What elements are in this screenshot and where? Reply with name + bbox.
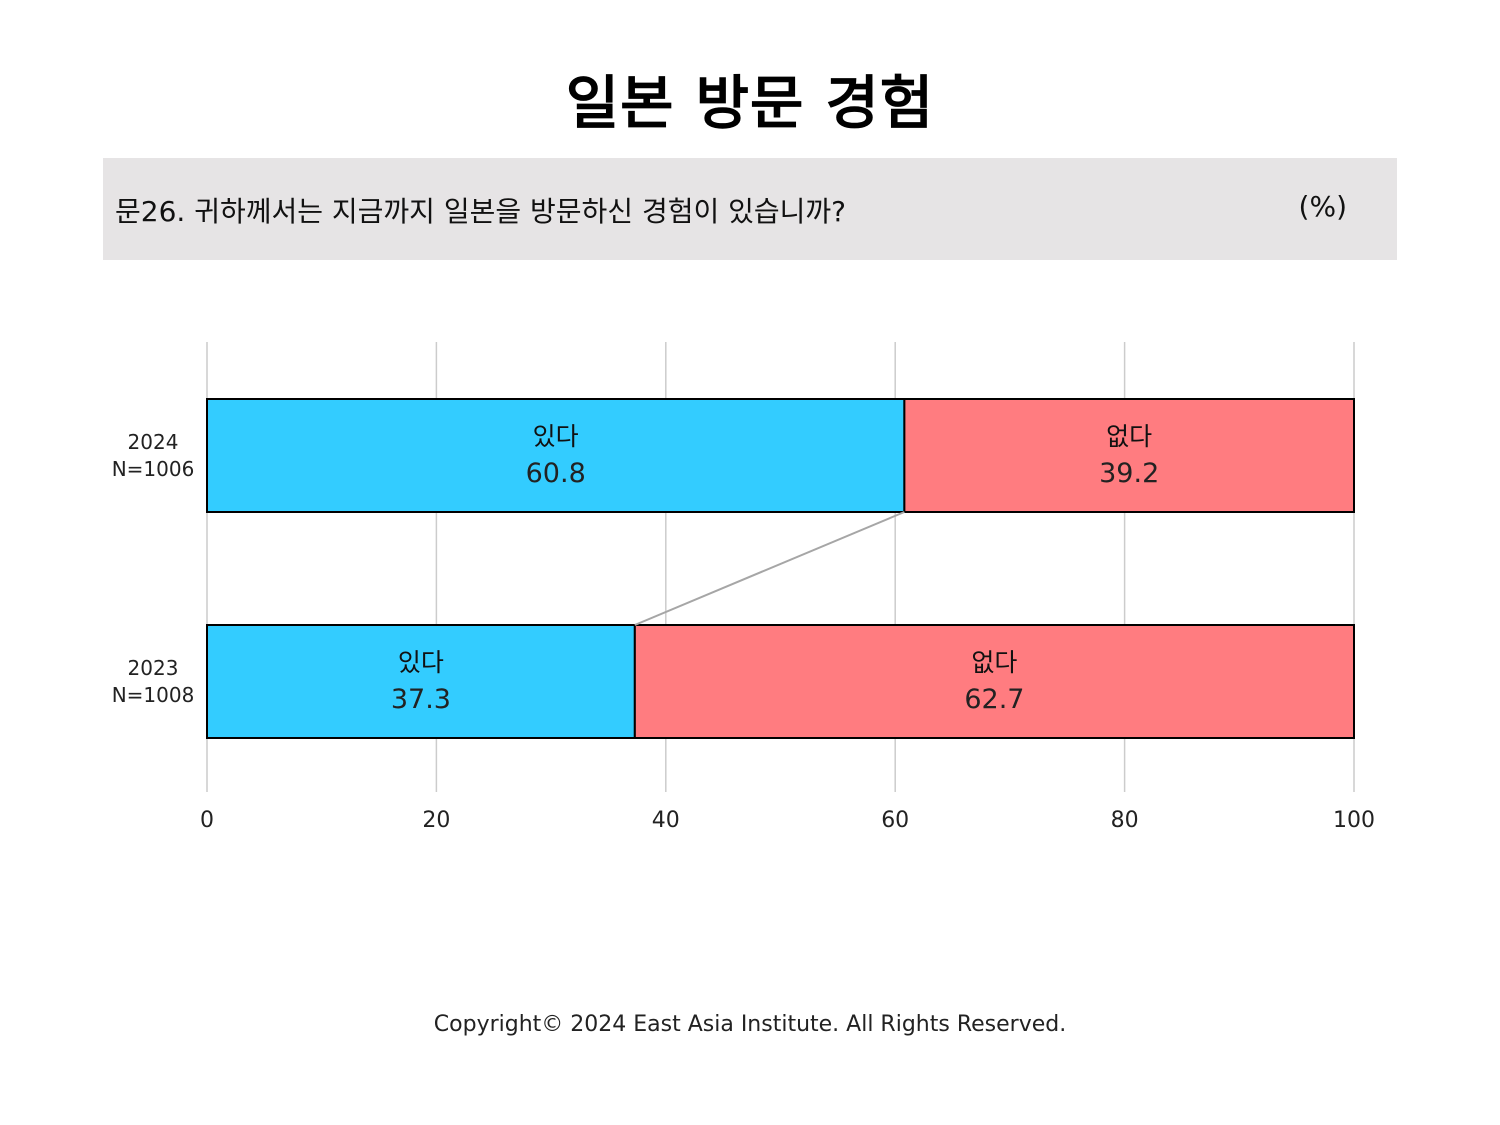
x-tick-label: 60 (881, 808, 909, 833)
copyright-footer: Copyright© 2024 East Asia Institute. All… (433, 1012, 1067, 1037)
segment-category-label: 있다 (533, 422, 579, 451)
y-category-label: 2024 (128, 430, 179, 454)
bar-segment (633, 624, 1355, 739)
data-label: 62.7 (964, 684, 1024, 715)
segment-category-label: 있다 (398, 648, 444, 677)
series-connector-line (634, 511, 905, 626)
data-label: 39.2 (1099, 458, 1159, 489)
y-category-label: 2023 (128, 656, 179, 680)
data-label: 37.3 (391, 684, 451, 715)
bar-segment (206, 624, 636, 739)
y-sample-size-label: N=1006 (112, 457, 195, 481)
x-tick-label: 0 (200, 808, 214, 833)
bar-segment (206, 398, 906, 513)
data-label: 60.8 (526, 458, 586, 489)
segment-category-label: 없다 (971, 648, 1017, 677)
unit-label: (%) (1298, 190, 1347, 223)
segment-category-label: 없다 (1106, 422, 1152, 451)
question-banner: 문26. 귀하께서는 지금까지 일본을 방문하신 경험이 있습니까? (%) (103, 158, 1397, 260)
x-tick-label: 40 (652, 808, 680, 833)
question-text: 문26. 귀하께서는 지금까지 일본을 방문하신 경험이 있습니까? (115, 195, 847, 228)
x-tick-label: 20 (422, 808, 450, 833)
y-sample-size-label: N=1008 (112, 683, 195, 707)
chart-title: 일본 방문 경험 (565, 69, 935, 137)
x-tick-label: 100 (1333, 808, 1375, 833)
bar-segment (903, 398, 1355, 513)
x-tick-label: 80 (1111, 808, 1139, 833)
